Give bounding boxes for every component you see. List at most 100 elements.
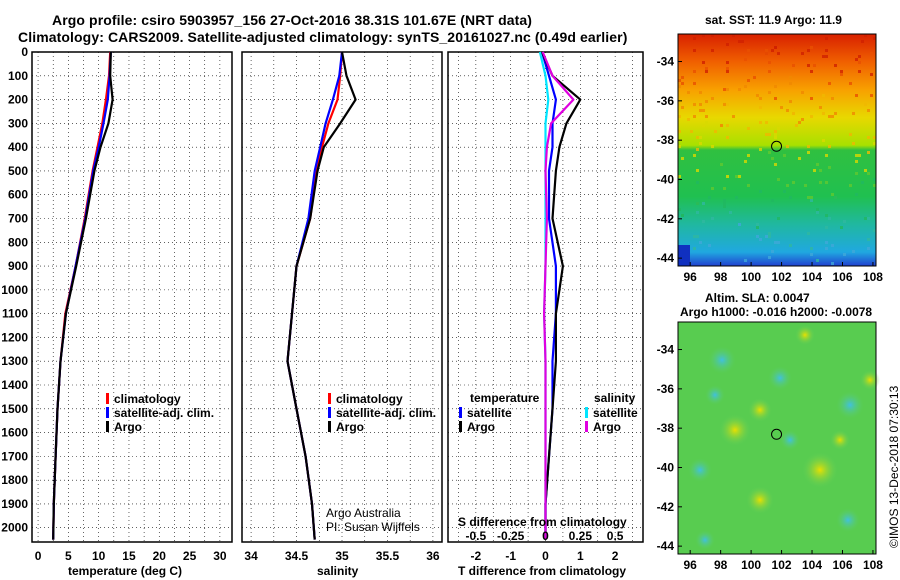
sst-pixel [747,127,750,130]
sst-pixel [705,70,708,73]
sst-pixel [864,103,867,106]
sst-pixel [843,220,846,223]
sst-pixel [798,121,801,124]
sst-pixel [843,253,846,256]
sst-pixel [804,184,807,187]
sst-pixel [702,124,705,127]
sst-pixel [768,232,771,235]
sst-pixel [738,223,741,226]
sla-anomaly-blob [719,414,751,446]
sst-pixel [735,175,738,178]
sla-anomaly-blob [746,486,774,514]
sst-pixel [711,145,714,148]
sst-pixel [840,73,843,76]
sst-pixel [816,208,819,211]
sst-pixel [759,238,762,241]
sst-pixel [867,136,870,139]
sst-pixel [729,211,732,214]
sst-pixel [693,235,696,238]
sst-pixel [861,40,864,43]
sla-anomaly-blob [836,391,864,419]
sal-satellite-adj-clim--line [286,51,344,540]
sst-pixel [726,124,729,127]
diff-legend-t-argo-swatch [459,421,462,432]
sst-pixel [732,115,735,118]
sst-pixel [723,202,726,205]
diff-legend-t-satellite-label: satellite [467,406,512,420]
sst-pixel [792,64,795,67]
x-tick-label: 15 [122,549,136,563]
sst-pixel [687,91,690,94]
sst-pixel [831,97,834,100]
sst-pixel [747,154,750,157]
sst-pixel [702,220,705,223]
sst-pixel [789,244,792,247]
sst-pixel [828,145,831,148]
sst-pixel [816,163,819,166]
sst-pixel [723,187,726,190]
sst-pixel [726,88,729,91]
sst-pixel [747,184,750,187]
map-x-tick-label: 108 [863,558,883,572]
sal-legend-climatology-swatch [328,393,331,404]
sst-pixel [696,181,699,184]
sla-anomaly-blob [836,508,860,532]
sst-pixel [777,52,780,55]
y-tick-label: 1200 [1,330,28,344]
sst-pixel [870,52,873,55]
sst-pixel [777,217,780,220]
sst-pixel [870,94,873,97]
x-tick-label: 34 [244,549,258,563]
sst-pixel [792,112,795,115]
map-x-tick-label: 106 [832,270,852,284]
sst-pixel [873,136,876,139]
figure-title-line1: Argo profile: csiro 5903957_156 27-Oct-2… [52,12,533,28]
sst-map-title: sat. SST: 11.9 Argo: 11.9 [705,13,842,27]
imos-timestamp: ©IMOS 13-Dec-2018 07:30:13 [887,385,900,548]
temperature-panel-frame [31,51,233,543]
sst-pixel [771,250,774,253]
sst-pixel [723,100,726,103]
sst-pixel [825,181,828,184]
sst-pixel [774,241,777,244]
sst-pixel [774,136,777,139]
sla-anomaly-blob [695,530,715,550]
sst-map [677,33,877,267]
sst-pixel [855,172,858,175]
map-x-tick-label: 98 [714,270,728,284]
sst-pixel [681,157,684,160]
y-tick-label: 0 [21,45,28,59]
sst-pixel [822,55,825,58]
sst-pixel [873,142,876,145]
sst-pixel [813,64,816,67]
sst-pixel [753,76,756,79]
diff-legend-s-satellite-swatch [585,407,588,418]
sst-pixel [678,175,681,178]
sst-pixel [855,154,858,157]
sst-pixel [759,97,762,100]
sst-pixel [795,124,798,127]
sst-pixel [747,49,750,52]
s-diff-tick-label: 0.5 [607,529,624,543]
map-y-tick-label: -36 [657,382,675,396]
map-x-tick-label: 106 [832,558,852,572]
sst-pixel [825,37,828,40]
sst-pixel [789,76,792,79]
sst-pixel [696,211,699,214]
sst-pixel [873,229,876,232]
sst-pixel [756,223,759,226]
sst-argo-position-marker [771,140,783,152]
sst-pixel [699,109,702,112]
sst-pixel [810,115,813,118]
map-y-tick-label: -44 [657,539,675,553]
sst-pixel [720,163,723,166]
x-tick-label: 0 [542,549,549,563]
sst-pixel [789,82,792,85]
sla-argo-position-marker [771,428,783,440]
map-x-tick-label: 100 [741,558,761,572]
sst-pixel [867,238,870,241]
sst-pixel [768,256,771,259]
salinity-legend: climatology satellite-adj. clim. Argo [328,392,436,434]
sst-pixel [768,70,771,73]
sst-pixel [801,52,804,55]
